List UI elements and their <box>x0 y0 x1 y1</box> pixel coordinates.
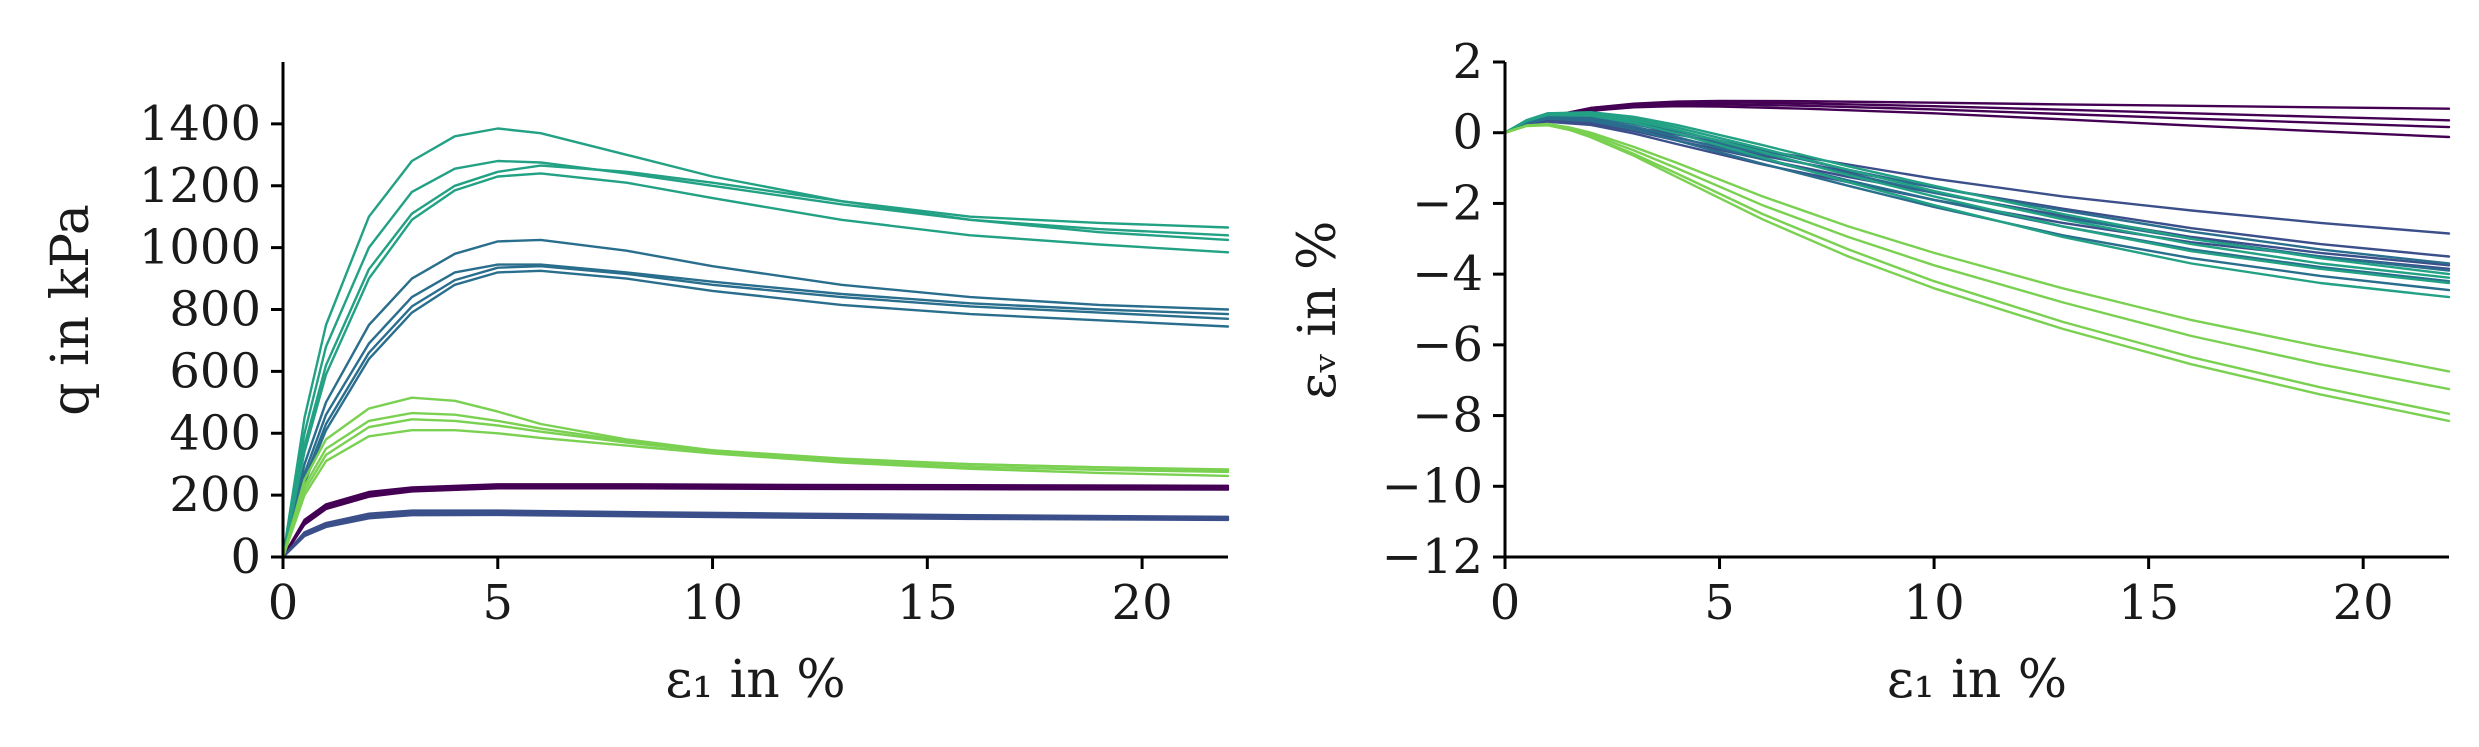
series-line-15 <box>281 172 1230 559</box>
x-axis-label: ε₁ in % <box>1887 650 2067 710</box>
series-line-4 <box>281 509 1230 559</box>
x-axis-label: ε₁ in % <box>665 650 845 710</box>
y-tick-label: 1200 <box>139 158 261 214</box>
series-line-12 <box>281 127 1230 559</box>
x-tick-label: 0 <box>268 575 299 631</box>
y-tick-label: 800 <box>169 282 261 338</box>
y-tick-label: 1400 <box>139 96 261 152</box>
y-tick-label: −10 <box>1382 458 1483 514</box>
y-tick-label: −4 <box>1412 246 1483 302</box>
series-line-18 <box>281 418 1230 559</box>
x-tick-label: 10 <box>682 575 743 631</box>
y-tick-label: 1000 <box>139 220 261 276</box>
series-line-15 <box>1503 113 2451 299</box>
series-line-11 <box>1503 117 2451 292</box>
y-tick-label: −8 <box>1412 388 1483 444</box>
series-line-0 <box>281 483 1230 559</box>
series-line-11 <box>281 269 1230 559</box>
series-line-13 <box>281 159 1230 559</box>
y-tick-label: 0 <box>1452 105 1483 161</box>
y-tick-label: 400 <box>169 405 261 461</box>
series-line-2 <box>1503 103 2451 134</box>
series-line-19 <box>281 429 1230 559</box>
series-line-1 <box>1503 101 2451 134</box>
series-line-9 <box>281 263 1230 559</box>
series-line-3 <box>281 487 1230 559</box>
x-tick-label: 15 <box>2118 575 2179 631</box>
y-axis-label: q in kPa <box>41 204 101 416</box>
series-line-10 <box>281 265 1230 559</box>
y-tick-label: 600 <box>169 343 261 399</box>
series-line-18 <box>1503 123 2451 415</box>
volumetric-strain-panel: 0 5 10 15 20 −12 −10 −8 −6 −4 −2 0 2 ε₁ in % εᵥ in % <box>1288 34 2451 710</box>
y-tick-label: 200 <box>169 467 261 523</box>
series-line-7 <box>281 513 1230 559</box>
series-group <box>1503 99 2451 423</box>
x-tick-label: 0 <box>1490 575 1521 631</box>
y-tick-label: 2 <box>1452 34 1483 90</box>
x-tick-label: 10 <box>1904 575 1965 631</box>
x-tick-label: 20 <box>2333 575 2394 631</box>
series-line-19 <box>1503 124 2451 423</box>
series-line-5 <box>281 510 1230 559</box>
y-tick-label: −2 <box>1412 175 1483 231</box>
series-line-14 <box>281 164 1230 559</box>
series-line-5 <box>1503 119 2451 258</box>
x-tick-label: 15 <box>897 575 958 631</box>
x-tick-label: 5 <box>1704 575 1735 631</box>
x-tick-label: 20 <box>1112 575 1173 631</box>
series-line-16 <box>281 396 1230 559</box>
y-axis-label: εᵥ in % <box>1288 221 1348 400</box>
series-line-14 <box>1503 112 2451 285</box>
series-line-17 <box>281 411 1230 559</box>
y-tick-label: 0 <box>230 529 261 585</box>
y-tick-label: −12 <box>1382 529 1483 585</box>
series-line-2 <box>281 486 1230 559</box>
y-tick-label: −6 <box>1412 317 1483 373</box>
series-line-1 <box>281 484 1230 559</box>
x-tick-label: 5 <box>482 575 513 631</box>
series-line-8 <box>281 238 1230 559</box>
series-group <box>281 127 1230 559</box>
